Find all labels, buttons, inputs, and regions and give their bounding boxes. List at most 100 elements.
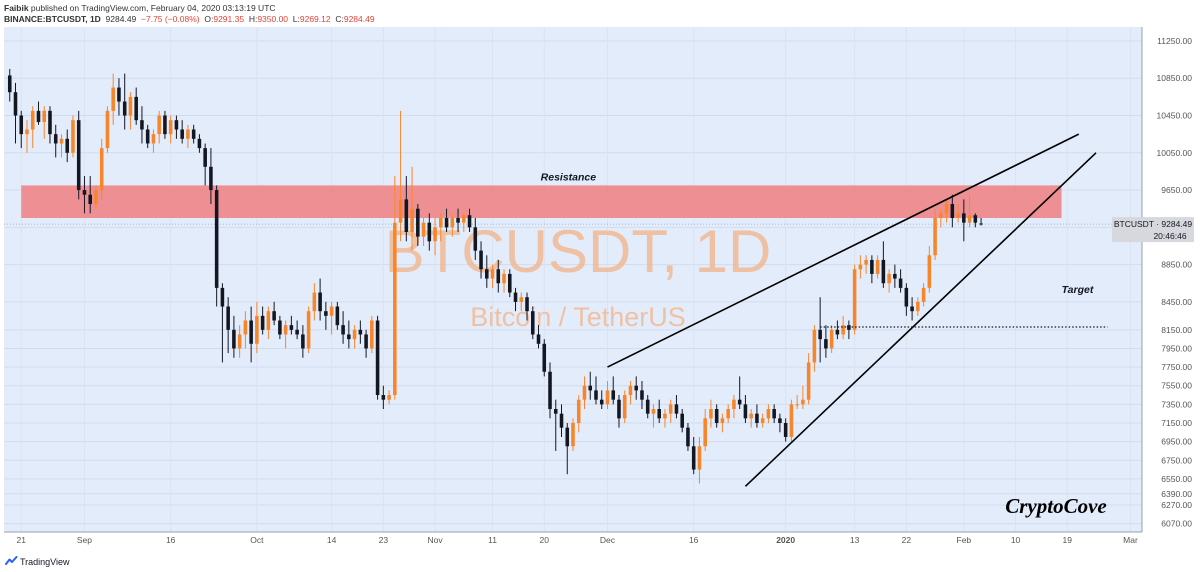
candle[interactable]	[755, 404, 759, 428]
candle[interactable]	[686, 422, 690, 451]
candle[interactable]	[513, 287, 518, 312]
candle[interactable]	[881, 241, 886, 288]
candle[interactable]	[576, 395, 581, 433]
candle[interactable]	[266, 306, 271, 340]
author-name[interactable]: Faibik	[4, 3, 29, 13]
candle[interactable]	[71, 115, 75, 158]
candle[interactable]	[433, 218, 437, 256]
candle[interactable]	[536, 325, 541, 349]
candle[interactable]	[249, 306, 253, 363]
candle[interactable]	[485, 255, 489, 288]
candle[interactable]	[134, 87, 138, 125]
time-axis[interactable]	[0, 532, 1142, 553]
candle[interactable]	[829, 325, 834, 354]
candle[interactable]	[502, 269, 506, 293]
candle[interactable]	[387, 390, 391, 405]
candle[interactable]	[122, 73, 127, 130]
candle[interactable]	[628, 381, 633, 405]
candle[interactable]	[944, 199, 949, 223]
candle[interactable]	[456, 208, 460, 232]
candle[interactable]	[260, 306, 265, 335]
candle[interactable]	[197, 134, 202, 153]
candle[interactable]	[358, 320, 363, 344]
candle[interactable]	[272, 301, 276, 326]
candle[interactable]	[680, 409, 684, 433]
candle[interactable]	[88, 176, 92, 214]
candle[interactable]	[778, 413, 782, 433]
candle[interactable]	[220, 283, 225, 363]
candle[interactable]	[53, 124, 58, 158]
candle[interactable]	[548, 362, 552, 419]
candle[interactable]	[467, 208, 472, 232]
candle[interactable]	[783, 418, 788, 442]
candle[interactable]	[174, 115, 179, 139]
candle[interactable]	[352, 325, 357, 349]
candle[interactable]	[25, 120, 29, 153]
candle[interactable]	[7, 68, 12, 102]
candle[interactable]	[605, 381, 610, 410]
candle[interactable]	[13, 82, 18, 144]
candle[interactable]	[507, 269, 512, 298]
candle[interactable]	[743, 395, 748, 423]
candle[interactable]	[347, 320, 351, 349]
candle[interactable]	[214, 185, 219, 307]
candle[interactable]	[691, 436, 696, 475]
candle[interactable]	[864, 255, 868, 274]
candle[interactable]	[898, 269, 903, 293]
candle[interactable]	[191, 124, 196, 144]
candle[interactable]	[209, 148, 213, 205]
candle[interactable]	[232, 315, 236, 358]
candle[interactable]	[599, 390, 604, 410]
candle[interactable]	[312, 283, 317, 321]
candle[interactable]	[324, 301, 328, 330]
candle[interactable]	[404, 176, 409, 242]
candle[interactable]	[48, 106, 52, 144]
candle[interactable]	[927, 245, 932, 293]
candle[interactable]	[42, 106, 47, 139]
candle[interactable]	[812, 325, 817, 372]
candle[interactable]	[341, 311, 345, 344]
candle[interactable]	[571, 418, 575, 451]
candle[interactable]	[737, 376, 742, 410]
candle[interactable]	[393, 176, 397, 400]
current-price-tag[interactable]	[1112, 217, 1194, 243]
candle[interactable]	[933, 208, 937, 260]
candle[interactable]	[180, 120, 184, 144]
candle[interactable]	[381, 385, 386, 410]
candle[interactable]	[760, 413, 765, 428]
candle[interactable]	[582, 376, 587, 410]
candle[interactable]	[720, 413, 725, 433]
candle[interactable]	[622, 390, 627, 423]
candle[interactable]	[444, 208, 449, 232]
candle[interactable]	[427, 213, 432, 251]
candle[interactable]	[703, 409, 707, 451]
candle[interactable]	[163, 110, 167, 139]
candle[interactable]	[801, 385, 805, 410]
candle[interactable]	[789, 399, 794, 442]
candle[interactable]	[858, 255, 863, 279]
candle[interactable]	[283, 320, 288, 349]
candle[interactable]	[594, 376, 598, 405]
candle[interactable]	[490, 264, 495, 288]
candle[interactable]	[301, 325, 305, 358]
candle[interactable]	[542, 339, 547, 377]
candle[interactable]	[99, 138, 104, 200]
candle[interactable]	[186, 124, 190, 149]
candle[interactable]	[824, 325, 828, 358]
candle[interactable]	[818, 297, 822, 363]
candle[interactable]	[668, 399, 673, 423]
candle[interactable]	[364, 329, 368, 358]
candle[interactable]	[588, 371, 593, 400]
candle[interactable]	[674, 395, 679, 419]
candle[interactable]	[111, 73, 115, 125]
candle[interactable]	[806, 353, 811, 405]
candle[interactable]	[645, 395, 650, 419]
candle[interactable]	[732, 395, 736, 419]
candle[interactable]	[421, 218, 426, 246]
candle[interactable]	[145, 124, 150, 149]
candle[interactable]	[329, 301, 334, 335]
candle[interactable]	[416, 204, 420, 246]
candle[interactable]	[904, 283, 909, 316]
candle[interactable]	[714, 404, 719, 428]
candle[interactable]	[916, 297, 920, 316]
